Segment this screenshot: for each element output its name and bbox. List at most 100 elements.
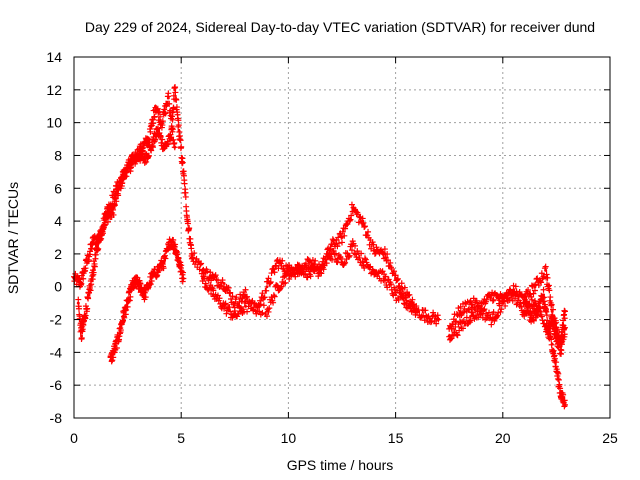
data-point xyxy=(153,104,157,108)
data-point xyxy=(147,137,151,141)
data-point xyxy=(490,293,494,297)
data-point xyxy=(186,219,190,223)
data-point xyxy=(80,334,84,338)
data-point xyxy=(276,260,280,264)
data-point xyxy=(126,301,130,305)
data-point xyxy=(222,304,226,308)
data-point xyxy=(138,285,142,289)
data-point xyxy=(233,314,237,318)
data-point xyxy=(156,129,160,133)
data-point xyxy=(308,272,312,276)
data-point xyxy=(447,334,451,338)
data-point xyxy=(149,277,153,281)
data-point xyxy=(383,252,387,256)
data-point xyxy=(469,301,473,305)
data-point xyxy=(100,227,104,231)
data-point xyxy=(134,153,138,157)
data-point xyxy=(522,293,526,297)
data-point xyxy=(554,367,558,371)
data-point xyxy=(121,314,125,318)
data-point xyxy=(447,326,451,330)
x-tick-label: 25 xyxy=(602,430,618,446)
data-point xyxy=(329,252,333,256)
y-tick-label: 8 xyxy=(54,147,62,163)
y-tick-label: 14 xyxy=(46,49,62,65)
data-point xyxy=(276,285,280,289)
data-point xyxy=(554,334,558,338)
y-tick-label: -4 xyxy=(50,344,63,360)
data-point xyxy=(469,314,473,318)
data-point xyxy=(173,244,177,248)
data-point xyxy=(479,309,483,313)
data-point xyxy=(265,285,269,289)
y-axis-label: SDTVAR / TECUs xyxy=(5,182,21,294)
x-axis-label: GPS time / hours xyxy=(287,457,394,473)
data-point xyxy=(149,145,153,149)
data-point xyxy=(160,121,164,125)
data-point xyxy=(340,236,344,239)
data-point xyxy=(76,301,80,305)
data-point xyxy=(130,285,134,289)
grid-lines xyxy=(74,57,610,418)
data-point xyxy=(177,129,181,133)
data-point xyxy=(168,239,172,243)
data-point xyxy=(436,318,440,322)
data-point xyxy=(244,293,248,297)
series-markers xyxy=(107,236,187,365)
data-point xyxy=(162,260,166,264)
data-point xyxy=(550,342,554,346)
data-point xyxy=(173,88,177,92)
data-point xyxy=(361,260,365,264)
data-point xyxy=(458,326,462,330)
data-point xyxy=(201,268,205,272)
data-point xyxy=(91,239,95,243)
data-point xyxy=(108,359,112,363)
data-point xyxy=(141,145,145,149)
data-point xyxy=(143,157,147,161)
data-point xyxy=(383,277,387,281)
data-point xyxy=(78,281,82,285)
data-point xyxy=(550,309,554,313)
data-point xyxy=(134,280,138,284)
data-point xyxy=(177,260,181,264)
data-point xyxy=(211,293,215,297)
data-point xyxy=(96,244,100,248)
data-point xyxy=(83,314,87,318)
series-markers xyxy=(199,238,421,321)
series-5 xyxy=(199,238,421,321)
data-point xyxy=(113,347,117,351)
data-point xyxy=(372,249,376,253)
data-point xyxy=(544,268,548,272)
y-tick-label: -2 xyxy=(50,312,63,328)
series-3 xyxy=(107,236,187,365)
data-point xyxy=(117,334,121,338)
y-tick-label: 2 xyxy=(54,246,62,262)
data-point xyxy=(156,268,160,272)
data-point xyxy=(415,309,419,313)
data-point xyxy=(404,301,408,305)
data-point xyxy=(501,301,505,305)
data-point xyxy=(244,304,248,308)
data-point xyxy=(162,145,166,149)
data-point xyxy=(458,309,462,313)
data-point xyxy=(550,318,554,322)
tick-labels: 0 5 10 15 20 25 -8 -6 -4 -2 0 2 4 6 8 10 12 14 xyxy=(46,49,618,446)
data-point xyxy=(361,222,365,226)
data-point xyxy=(308,260,312,264)
data-point xyxy=(190,252,194,256)
data-point xyxy=(286,272,290,276)
data-point xyxy=(297,268,301,272)
data-point xyxy=(529,318,533,322)
data-points xyxy=(71,84,568,410)
series-8 xyxy=(521,286,568,357)
data-point xyxy=(222,281,226,285)
data-point xyxy=(173,145,177,149)
y-tick-label: 12 xyxy=(46,82,62,98)
data-point xyxy=(351,244,355,248)
y-tick-label: -6 xyxy=(50,377,63,393)
data-point xyxy=(372,268,376,272)
chart-title: Day 229 of 2024, Sidereal Day-to-day VTE… xyxy=(85,19,595,35)
x-tick-label: 10 xyxy=(281,430,297,446)
